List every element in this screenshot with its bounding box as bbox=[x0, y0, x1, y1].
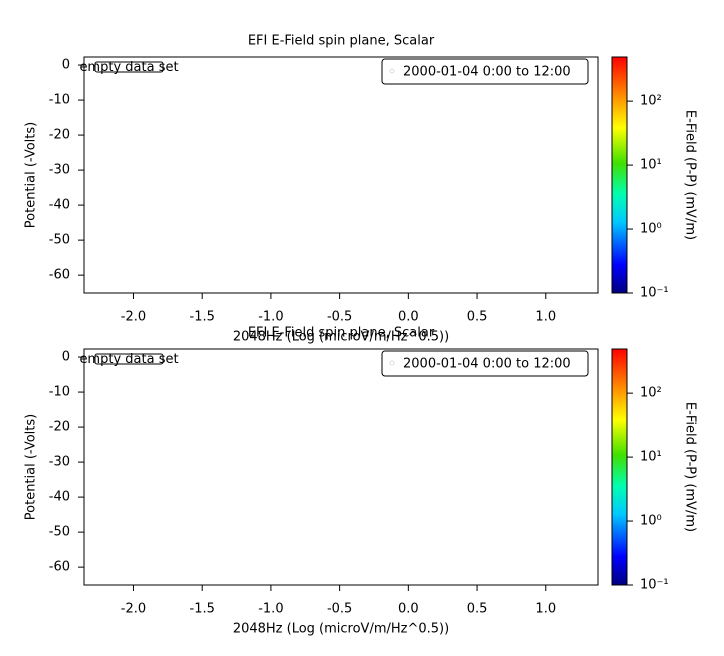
x-tick-label: 0.0 bbox=[398, 602, 419, 617]
chart-title: EFI E-Field spin plane, Scalar bbox=[248, 326, 435, 341]
x-axis-label: 2048Hz (Log (microV/m/Hz^0.5)) bbox=[233, 622, 449, 637]
colorbar-label: E-Field (P-P) (mV/m) bbox=[683, 110, 698, 240]
legend-marker bbox=[389, 360, 395, 366]
y-tick-label: -20 bbox=[49, 420, 70, 435]
y-tick-label: -60 bbox=[49, 268, 70, 283]
y-tick-label: 0 bbox=[62, 350, 70, 365]
y-axis-label: Potential (-Volts) bbox=[24, 414, 39, 520]
x-tick-label: -1.0 bbox=[258, 602, 283, 617]
legend-marker bbox=[389, 68, 395, 74]
x-tick-label: 1.0 bbox=[535, 310, 556, 325]
x-tick-label: 1.0 bbox=[535, 602, 556, 617]
legend-box bbox=[381, 350, 589, 377]
y-tick-label: 0 bbox=[62, 58, 70, 73]
legend-label: 2000-01-04 0:00 to 12:00 bbox=[403, 357, 571, 372]
y-tick-label: -20 bbox=[49, 128, 70, 143]
x-axis-label: 2048Hz (Log (microV/m/Hz^0.5)) bbox=[233, 330, 449, 345]
plot-frame bbox=[83, 348, 599, 586]
x-tick-label: -2.0 bbox=[121, 602, 146, 617]
colorbar-tick-label: 10² bbox=[640, 386, 662, 401]
x-tick-label: -1.5 bbox=[190, 310, 215, 325]
annotation-box bbox=[94, 61, 164, 73]
x-tick-label: 0.0 bbox=[398, 310, 419, 325]
x-tick-label: 0.5 bbox=[467, 602, 488, 617]
colorbar-tick-label: 10⁰ bbox=[640, 222, 662, 237]
annotation-box bbox=[94, 353, 164, 365]
colorbar-tick-label: 10¹ bbox=[640, 158, 662, 173]
y-tick-label: -60 bbox=[49, 560, 70, 575]
y-tick-label: -50 bbox=[49, 233, 70, 248]
y-tick-label: -10 bbox=[49, 385, 70, 400]
colorbar-tick-label: 10⁻¹ bbox=[640, 578, 669, 593]
y-tick-label: -50 bbox=[49, 525, 70, 540]
colorbar-tick-label: 10⁻¹ bbox=[640, 286, 669, 301]
colorbar-tick-label: 10⁰ bbox=[640, 514, 662, 529]
y-tick-label: -40 bbox=[49, 490, 70, 505]
x-tick-label: -1.0 bbox=[258, 310, 283, 325]
annotation: empty data set bbox=[79, 60, 178, 75]
x-tick-label: -0.5 bbox=[327, 310, 352, 325]
colorbar bbox=[611, 348, 628, 586]
colorbar-label: E-Field (P-P) (mV/m) bbox=[683, 402, 698, 532]
x-tick-label: 0.5 bbox=[467, 310, 488, 325]
legend-label: 2000-01-04 0:00 to 12:00 bbox=[403, 65, 571, 80]
x-tick-label: -2.0 bbox=[121, 310, 146, 325]
y-tick-label: -30 bbox=[49, 163, 70, 178]
x-tick-label: -1.5 bbox=[190, 602, 215, 617]
y-tick-label: -10 bbox=[49, 93, 70, 108]
colorbar-tick-label: 10¹ bbox=[640, 450, 662, 465]
colorbar-tick-label: 10² bbox=[640, 94, 662, 109]
legend-box bbox=[381, 58, 589, 85]
chart-title: EFI E-Field spin plane, Scalar bbox=[248, 34, 435, 49]
x-tick-label: -0.5 bbox=[327, 602, 352, 617]
colorbar bbox=[611, 56, 628, 294]
plot-frame bbox=[83, 56, 599, 294]
y-tick-label: -40 bbox=[49, 198, 70, 213]
y-axis-label: Potential (-Volts) bbox=[24, 122, 39, 228]
y-tick-label: -30 bbox=[49, 455, 70, 470]
annotation: empty data set bbox=[79, 352, 178, 367]
